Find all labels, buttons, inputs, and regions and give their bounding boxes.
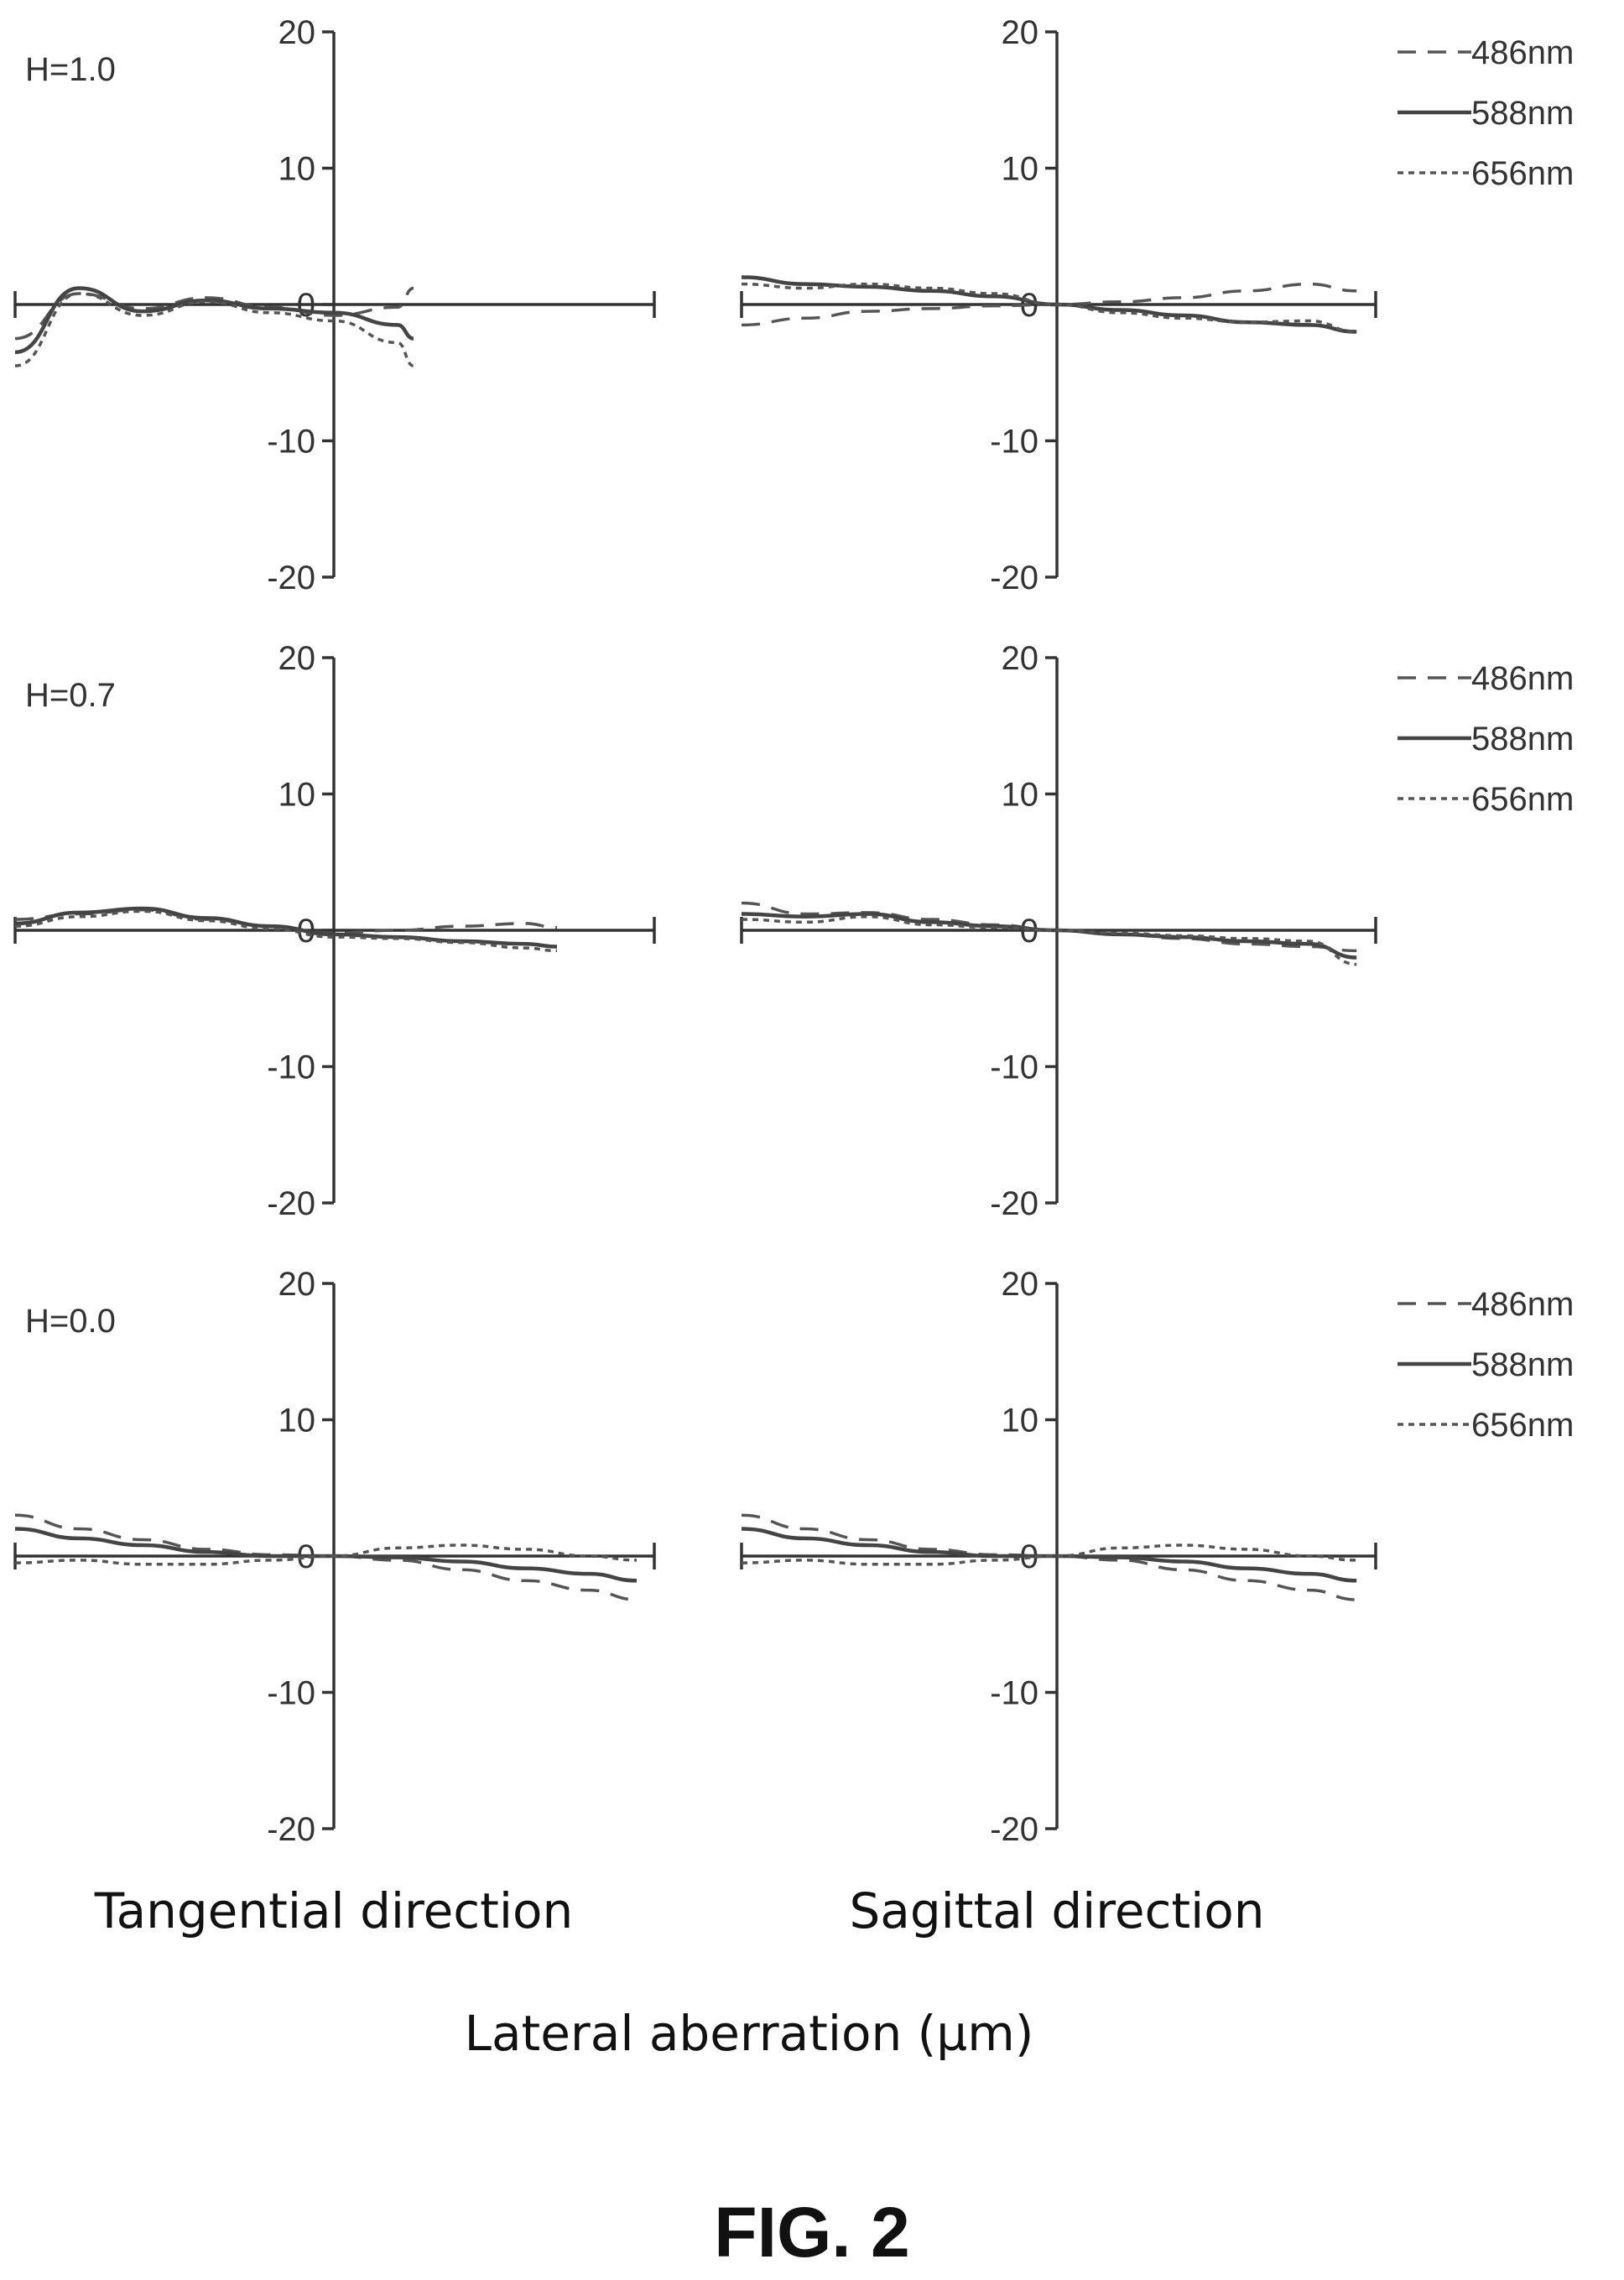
series-line-486nm: [741, 901, 1357, 953]
series-line-588nm: [14, 906, 558, 949]
y-tick-label: -10: [267, 1675, 315, 1712]
legend-group: 486nm 588nm 656nm 486nm 588nm 656nm 486nm 588nm…: [1398, 34, 1574, 1444]
series-line-656nm: [14, 1543, 638, 1566]
field-label: H=0.0: [25, 1303, 116, 1340]
subplot-4: 20 10 0 -10 -20: [740, 640, 1377, 1222]
series-line-656nm: [741, 915, 1357, 966]
y-tick-label: 20: [1002, 1266, 1039, 1303]
y-tick-label: -10: [990, 424, 1038, 461]
y-tick-label: -10: [267, 424, 315, 461]
subplot-grid: 20100-10-20H=1.020100-10-2020100-10-20H=…: [13, 14, 1377, 1848]
y-tick-label: 10: [278, 777, 316, 814]
legend-entry-588nm: 588nm: [1471, 721, 1574, 757]
legend-entry-588nm: 588nm: [1471, 1346, 1574, 1383]
figure-label: FIG. 2: [714, 2193, 909, 2272]
y-tick-label: 20: [278, 1266, 316, 1303]
y-tick-label: 0: [297, 287, 315, 324]
y-tick-label: 10: [278, 1403, 316, 1439]
y-tick-label: 20: [278, 640, 316, 677]
y-tick-label: 10: [1002, 777, 1039, 814]
y-tick-label: -20: [267, 1811, 315, 1848]
y-tick-label: 20: [1002, 14, 1039, 51]
col-title-sagittal: Sagittal direction: [849, 1882, 1264, 1939]
y-tick-label: 10: [278, 151, 316, 188]
field-label: H=0.7: [25, 677, 116, 714]
series-line-486nm: [14, 1513, 638, 1601]
series-line-656nm: [741, 1543, 1357, 1566]
legend-entry-486nm: 486nm: [1471, 34, 1574, 71]
series-line-656nm: [741, 282, 1357, 334]
y-tick-label: -10: [990, 1049, 1038, 1086]
legend-entry-656nm: 656nm: [1471, 781, 1574, 818]
x-axis-label: Lateral aberration (µm): [465, 2005, 1034, 2062]
y-tick-label: 20: [278, 14, 316, 51]
col-title-tangential: Tangential direction: [94, 1882, 574, 1939]
legend-entry-656nm: 656nm: [1471, 155, 1574, 192]
field-label: H=1.0: [25, 51, 116, 88]
y-tick-label: -10: [267, 1049, 315, 1086]
legend-row-1: 486nm 588nm 656nm: [1398, 34, 1574, 192]
y-tick-label: 20: [1002, 640, 1039, 677]
y-tick-label: -10: [990, 1675, 1038, 1712]
series-line-588nm: [14, 286, 414, 355]
legend-entry-588nm: 588nm: [1471, 95, 1574, 132]
y-tick-label: -20: [990, 1185, 1038, 1222]
subplot-1: 20 10 0 -10 -20 H=1.0: [13, 14, 656, 596]
y-tick-label: 0: [1020, 913, 1038, 950]
legend-row-3: 486nm 588nm 656nm: [1398, 1286, 1574, 1444]
legend-entry-486nm: 486nm: [1471, 660, 1574, 697]
y-tick-label: -20: [267, 560, 315, 596]
y-tick-label: -20: [990, 560, 1038, 596]
series-line-656nm: [14, 292, 414, 367]
y-tick-label: -20: [267, 1185, 315, 1222]
legend-entry-486nm: 486nm: [1471, 1286, 1574, 1323]
legend-entry-656nm: 656nm: [1471, 1407, 1574, 1444]
legend-row-2: 486nm 588nm 656nm: [1398, 660, 1574, 818]
series-line-588nm: [741, 1527, 1357, 1583]
y-tick-label: 10: [1002, 151, 1039, 188]
y-tick-label: 10: [1002, 1403, 1039, 1439]
y-tick-label: -20: [990, 1811, 1038, 1848]
